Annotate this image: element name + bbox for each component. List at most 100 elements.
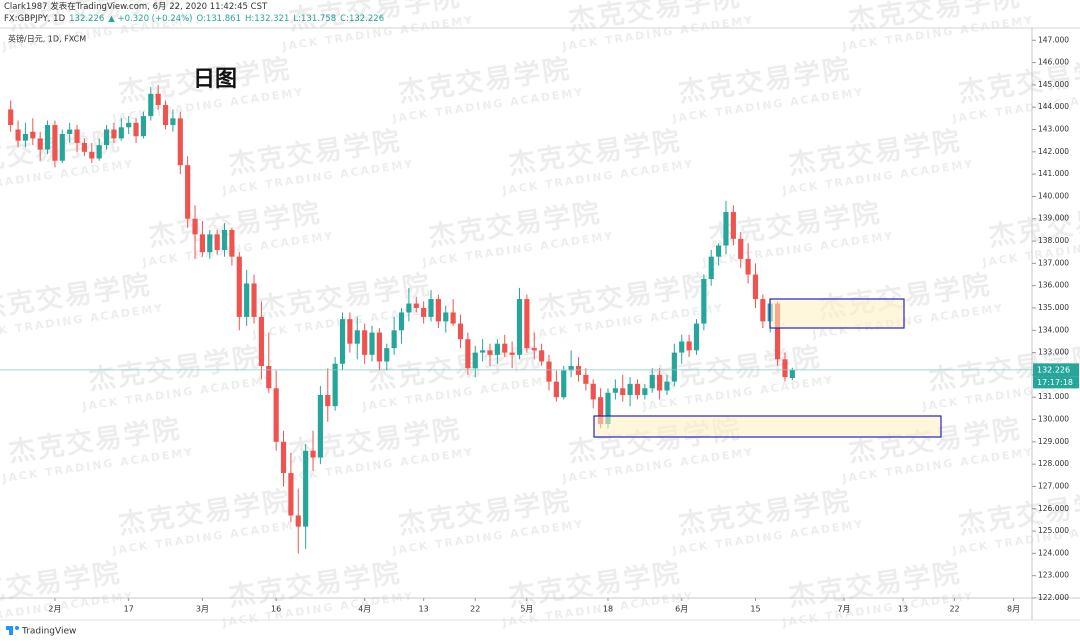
y-tick-label: 141.000: [1038, 169, 1069, 178]
candle-body: [664, 381, 670, 391]
y-tick-label: 145.000: [1038, 80, 1069, 89]
candle-body: [524, 299, 530, 349]
x-tick-label: 4月: [358, 605, 371, 614]
candle-body: [22, 133, 29, 141]
candle-body: [103, 129, 110, 146]
header: Clark1987 发表在TradingView.com, 6月 22, 202…: [4, 1, 388, 25]
candle-body: [494, 343, 500, 355]
y-tick-label: 133.000: [1038, 348, 1069, 357]
candle-body: [199, 234, 205, 253]
candle-body: [421, 307, 427, 317]
y-tick-label: 143.000: [1038, 125, 1069, 134]
candle-body: [192, 218, 198, 235]
x-tick-label: 18: [603, 605, 613, 614]
symbol-legend: 英镑/日元, 1D, FXCM: [8, 34, 86, 44]
price: 132.226: [69, 14, 105, 24]
y-tick-label: 140.000: [1038, 191, 1069, 200]
candle-body: [96, 145, 102, 159]
candle-body: [531, 348, 537, 351]
candle-body: [362, 330, 368, 355]
y-tick-label: 129.000: [1038, 437, 1069, 446]
y-tick-label: 131.000: [1038, 392, 1069, 401]
ohlc: L:131.758: [293, 14, 337, 24]
candle-body: [52, 125, 58, 161]
y-tick-label: 144.000: [1038, 102, 1069, 111]
candle-body: [553, 381, 559, 398]
candle-body: [575, 365, 582, 375]
candle-body: [325, 394, 331, 407]
candle-body: [760, 299, 766, 322]
candle-body: [339, 319, 346, 364]
ohlc: C:132.226: [340, 14, 385, 24]
candle-body: [266, 365, 272, 389]
candle-body: [605, 392, 611, 424]
y-tick-label: 128.000: [1038, 459, 1069, 468]
candle-body: [649, 374, 655, 389]
candle-body: [745, 258, 751, 275]
countdown-tag: [1033, 376, 1079, 389]
candle-body: [539, 350, 545, 362]
candle-body: [303, 450, 309, 527]
candle-body: [671, 352, 677, 382]
candle-body: [679, 341, 685, 353]
candle-body: [789, 369, 795, 379]
footer-brand: TradingView: [21, 627, 76, 637]
x-tick-label: 13: [898, 605, 908, 614]
candle-body: [384, 348, 390, 362]
candle-body: [502, 343, 508, 353]
candle-body: [708, 256, 714, 279]
y-tick-label: 142.000: [1038, 147, 1069, 156]
y-tick-label: 130.000: [1038, 415, 1069, 424]
candle-body: [148, 93, 154, 117]
y-tick-label: 139.000: [1038, 214, 1069, 223]
candle-body: [74, 129, 80, 143]
y-tick-label: 127.000: [1038, 481, 1069, 490]
x-tick-label: 13: [419, 605, 429, 614]
y-tick-label: 146.000: [1038, 58, 1069, 67]
candle-body: [716, 245, 722, 257]
x-tick-label: 7月: [837, 605, 850, 614]
candle-body: [170, 118, 176, 126]
candle-body: [347, 319, 353, 344]
y-tick-label: 135.000: [1038, 303, 1069, 312]
candle-body: [612, 388, 618, 393]
candle-body: [221, 229, 228, 250]
countdown-label: 17:17:18: [1037, 378, 1073, 387]
x-tick-label: 2月: [48, 605, 61, 614]
candle-body: [133, 122, 139, 137]
candle-body: [89, 151, 95, 159]
candle-body: [207, 234, 213, 253]
candle-body: [782, 359, 788, 378]
annotation: 日图: [193, 67, 237, 92]
candle-body: [177, 118, 183, 166]
candle-body: [457, 323, 464, 340]
candle-body: [185, 165, 191, 219]
candle-body: [406, 303, 412, 313]
candle-body: [354, 330, 360, 344]
candle-body: [111, 129, 117, 139]
candle-body: [273, 388, 279, 442]
candle-body: [214, 234, 220, 250]
candle-body: [67, 129, 73, 134]
candle-body: [162, 104, 169, 126]
y-tick-label: 136.000: [1038, 281, 1069, 290]
last-price-tag: [1033, 363, 1079, 377]
candle-body: [288, 473, 294, 516]
candle-body: [310, 450, 316, 458]
last-price-label: 132.226: [1037, 365, 1070, 374]
x-tick-label: 22: [470, 605, 480, 614]
